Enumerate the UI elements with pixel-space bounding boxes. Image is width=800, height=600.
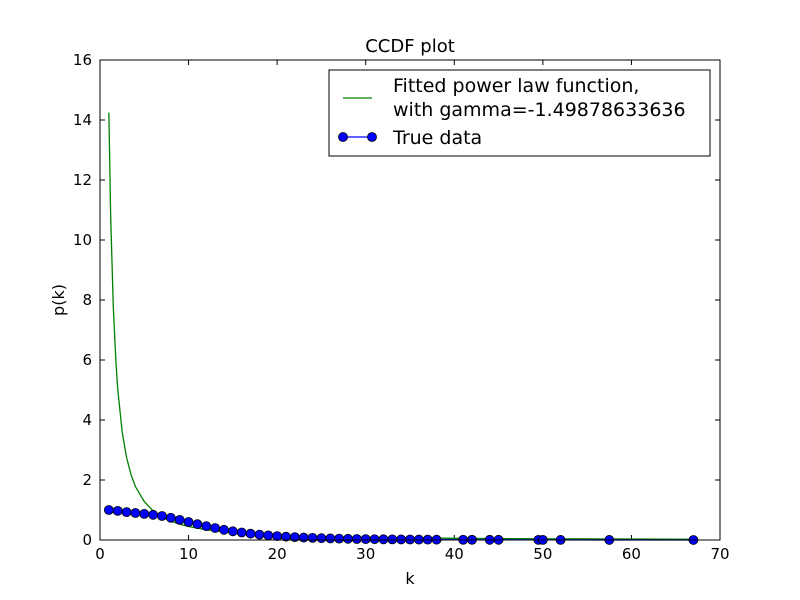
true-data-point (272, 531, 283, 541)
x-tick-label: 70 (710, 545, 729, 563)
x-tick-label: 20 (268, 545, 287, 563)
true-data-point (103, 505, 114, 515)
true-data-point (343, 533, 353, 544)
axis-tick-labels: 0 10 20 30 40 50 60 70 0 2 4 6 8 10 12 14 16 (73, 51, 730, 563)
y-axis-title: p(k) (49, 284, 68, 316)
legend-label-true: True data (392, 127, 482, 149)
true-data-point (307, 533, 318, 543)
x-tick-label: 50 (533, 545, 552, 563)
true-data-point (192, 519, 203, 529)
legend-label-fitted-line1: Fitted power law function, (393, 75, 639, 97)
true-data-point (148, 509, 159, 520)
y-tick-label: 14 (73, 111, 92, 129)
true-data-point (130, 508, 141, 518)
legend-box (328, 69, 711, 157)
y-tick-label: 0 (82, 531, 92, 549)
true-data-point (157, 511, 167, 521)
true-data-point (325, 533, 336, 544)
true-data-point (236, 527, 247, 538)
true-data-point (387, 534, 398, 545)
true-data-point (263, 530, 274, 541)
y-tick-label: 4 (82, 411, 92, 429)
true-data-point (360, 534, 371, 544)
true-data-point (396, 534, 407, 545)
true-data-point (316, 533, 327, 544)
true-data-point (378, 534, 389, 545)
true-data-point (165, 512, 176, 523)
x-tick-label: 60 (622, 545, 641, 563)
true-data-point (351, 534, 362, 544)
y-tick-label: 10 (73, 231, 92, 249)
x-tick-label: 40 (445, 545, 464, 563)
x-tick-label: 10 (179, 545, 198, 563)
x-tick-label: 30 (356, 545, 375, 563)
chart-title: CCDF plot (365, 36, 455, 57)
true-data-point (112, 505, 123, 516)
true-data-point (174, 515, 185, 525)
true-data-point (219, 524, 229, 535)
legend: Fitted power law function, with gamma=-1… (328, 69, 711, 157)
true-data-point (121, 507, 132, 517)
true-data-point (369, 534, 380, 545)
y-tick-label: 12 (73, 171, 92, 189)
true-data-point (139, 509, 150, 519)
true-data-point (254, 529, 265, 540)
true-data-point (227, 526, 238, 537)
true-data-point (201, 521, 212, 532)
x-tick-label: 0 (95, 545, 105, 563)
legend-swatch-true-marker-left (338, 132, 348, 142)
x-axis-title: k (405, 569, 415, 588)
plot-frame (99, 59, 721, 541)
y-tick-label: 2 (82, 471, 92, 489)
true-data-point (210, 523, 221, 533)
true-data-point (183, 517, 194, 527)
y-tick-label: 16 (73, 51, 92, 69)
legend-label-fitted-line2: with gamma=-1.49878633636 (393, 99, 686, 121)
y-tick-label: 6 (82, 351, 92, 369)
y-tick-label: 8 (82, 291, 92, 309)
true-data-point (334, 533, 345, 544)
true-data-point (298, 532, 309, 543)
legend-swatch-true-marker-right (367, 132, 377, 142)
true-data-point (245, 528, 256, 539)
